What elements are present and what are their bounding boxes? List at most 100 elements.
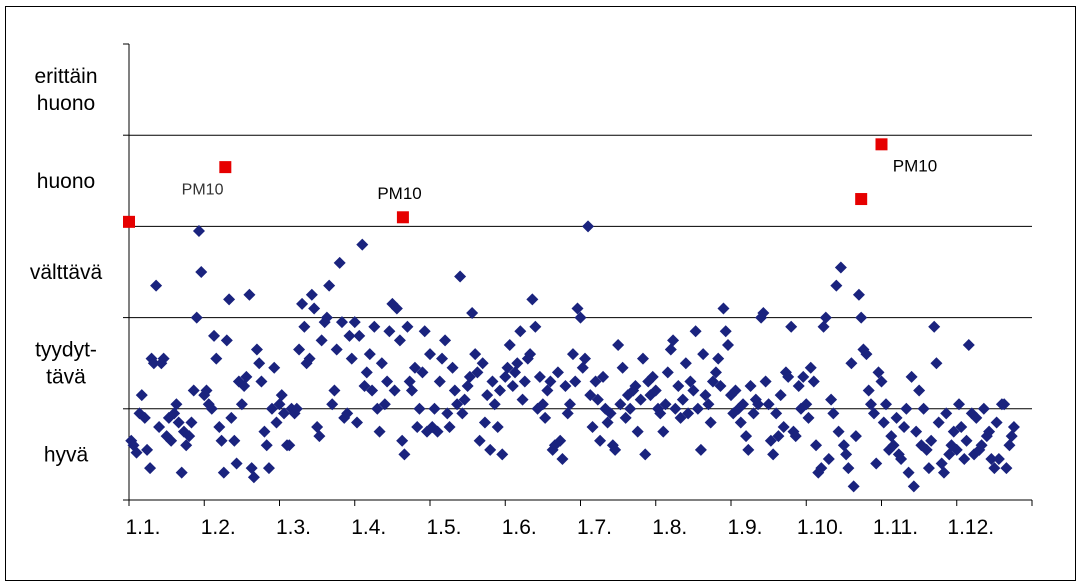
data-point [810, 439, 823, 452]
data-point [147, 357, 160, 370]
data-point [845, 357, 858, 370]
data-point [887, 439, 900, 452]
data-point [586, 421, 599, 434]
data-point [1003, 439, 1016, 452]
data-point [679, 357, 692, 370]
data-point [947, 425, 960, 438]
data-point [390, 302, 403, 315]
data-point [601, 416, 614, 429]
x-tick-label: 1.6. [502, 516, 537, 539]
data-point [503, 338, 516, 351]
data-point [697, 348, 710, 361]
data-point [591, 393, 604, 406]
data-point [493, 384, 506, 397]
data-point [441, 407, 454, 420]
data-point [190, 311, 203, 324]
data-point [917, 402, 930, 415]
data-point [958, 452, 971, 465]
data-point [448, 384, 461, 397]
data-point [706, 375, 719, 388]
data-point [867, 407, 880, 420]
data-point [144, 462, 157, 475]
data-point [290, 402, 303, 415]
data-point [476, 357, 489, 370]
data-point [556, 452, 569, 465]
data-point [456, 407, 469, 420]
x-tick-label: 1.9. [727, 516, 762, 539]
data-point [898, 421, 911, 434]
data-point [235, 398, 248, 411]
data-point [405, 384, 418, 397]
data-point [358, 380, 371, 392]
data-point [819, 311, 832, 324]
data-point [168, 407, 181, 420]
annotation-label: PM10 [893, 157, 937, 176]
data-point [255, 375, 268, 388]
data-point [262, 462, 275, 475]
data-point [443, 421, 456, 434]
data-point [825, 393, 838, 406]
data-point [998, 398, 1011, 411]
data-point [925, 434, 938, 447]
data-point-pm10 [219, 161, 232, 174]
data-point [742, 443, 755, 456]
data-point [187, 384, 200, 397]
data-point [877, 416, 890, 429]
data-point [180, 439, 193, 452]
x-tick-label: 1.11. [873, 516, 918, 539]
data-point [855, 311, 868, 324]
data-point [852, 288, 865, 301]
data-point [935, 457, 948, 470]
data-point [506, 380, 519, 392]
data-point [125, 434, 138, 447]
data-point [473, 434, 486, 447]
x-tick-label: 1.3. [276, 516, 311, 539]
data-point [905, 370, 918, 383]
data-point [172, 416, 185, 429]
y-category-label: hyvä [44, 443, 89, 466]
data-point [953, 398, 966, 411]
data-point [937, 466, 950, 479]
data-point [499, 370, 512, 383]
data-point [245, 462, 258, 475]
x-tick-label: 1.5. [426, 516, 461, 539]
data-point [265, 402, 278, 415]
data-point [940, 407, 953, 420]
data-point [792, 380, 805, 392]
data-point [529, 320, 542, 333]
data-point [240, 370, 253, 383]
data-point [275, 389, 288, 402]
data-point [481, 389, 494, 402]
data-point [990, 416, 1003, 429]
data-point [351, 416, 364, 429]
data-point [757, 307, 770, 320]
data-point-pm10 [875, 138, 888, 151]
data-point [368, 320, 381, 333]
data-point [1000, 462, 1013, 475]
data-point [624, 402, 637, 415]
data-point [298, 320, 311, 333]
data-point [153, 421, 166, 434]
data-point [983, 425, 996, 438]
data-point [830, 279, 843, 292]
data-point [223, 293, 236, 306]
data-point [461, 380, 474, 392]
data-point [418, 325, 431, 338]
data-point [860, 348, 873, 361]
data-point [183, 430, 196, 443]
data-point [910, 425, 923, 438]
data-point [862, 384, 875, 397]
data-point [185, 416, 198, 429]
data-point [446, 361, 459, 374]
y-category-label: huono [37, 170, 95, 193]
data-point [770, 407, 783, 420]
data-point [960, 434, 973, 447]
data-point [802, 411, 815, 424]
data-point [842, 462, 855, 475]
data-point [900, 402, 913, 415]
data-point [764, 434, 777, 447]
data-point [488, 398, 501, 411]
data-point [544, 375, 557, 388]
data-point [712, 352, 725, 365]
data-point [744, 380, 757, 392]
